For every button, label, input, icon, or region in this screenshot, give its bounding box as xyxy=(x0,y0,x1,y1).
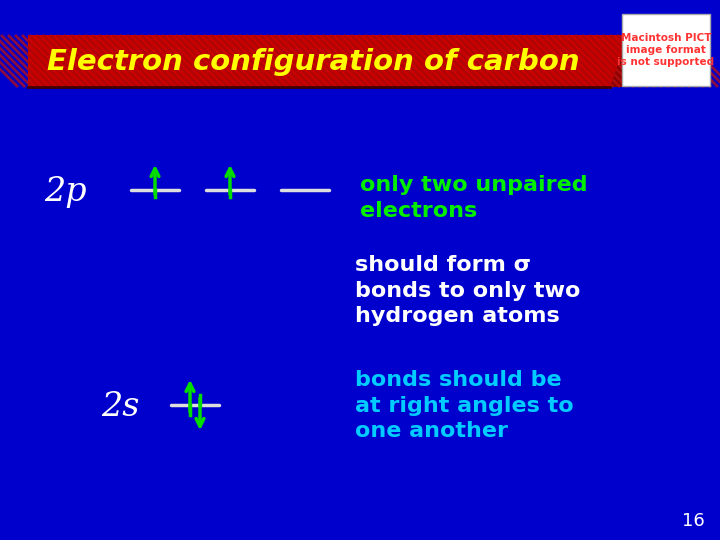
Text: 2s: 2s xyxy=(101,391,139,423)
Text: should form σ
bonds to only two
hydrogen atoms: should form σ bonds to only two hydrogen… xyxy=(355,255,580,326)
Text: bonds should be
at right angles to
one another: bonds should be at right angles to one a… xyxy=(355,370,574,441)
Text: Macintosh PICT
image format
is not supported: Macintosh PICT image format is not suppo… xyxy=(618,33,714,66)
Text: only two unpaired
electrons: only two unpaired electrons xyxy=(360,175,588,221)
Bar xyxy=(622,14,710,86)
Text: 16: 16 xyxy=(683,512,705,530)
Bar xyxy=(28,35,628,87)
Text: 2p: 2p xyxy=(44,176,86,208)
Polygon shape xyxy=(28,35,628,87)
Text: Electron configuration of carbon: Electron configuration of carbon xyxy=(47,48,580,76)
